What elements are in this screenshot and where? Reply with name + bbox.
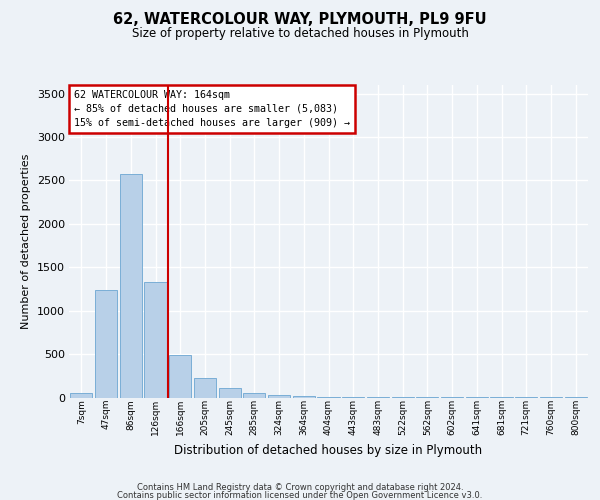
Bar <box>218 388 241 398</box>
Bar <box>70 393 92 398</box>
X-axis label: Distribution of detached houses by size in Plymouth: Distribution of detached houses by size … <box>175 444 482 456</box>
Y-axis label: Number of detached properties: Number of detached properties <box>21 154 31 329</box>
Text: Contains public sector information licensed under the Open Government Licence v3: Contains public sector information licen… <box>118 492 482 500</box>
Text: Size of property relative to detached houses in Plymouth: Size of property relative to detached ho… <box>131 28 469 40</box>
Text: 62, WATERCOLOUR WAY, PLYMOUTH, PL9 9FU: 62, WATERCOLOUR WAY, PLYMOUTH, PL9 9FU <box>113 12 487 28</box>
Bar <box>169 355 191 398</box>
Bar <box>194 378 216 398</box>
Bar <box>95 290 117 398</box>
Bar <box>317 396 340 398</box>
Bar <box>293 396 315 398</box>
Text: Contains HM Land Registry data © Crown copyright and database right 2024.: Contains HM Land Registry data © Crown c… <box>137 483 463 492</box>
Bar <box>268 395 290 398</box>
Bar <box>119 174 142 398</box>
Bar <box>243 393 265 398</box>
Bar <box>342 397 364 398</box>
Bar <box>145 282 167 398</box>
Text: 62 WATERCOLOUR WAY: 164sqm
← 85% of detached houses are smaller (5,083)
15% of s: 62 WATERCOLOUR WAY: 164sqm ← 85% of deta… <box>74 90 350 128</box>
